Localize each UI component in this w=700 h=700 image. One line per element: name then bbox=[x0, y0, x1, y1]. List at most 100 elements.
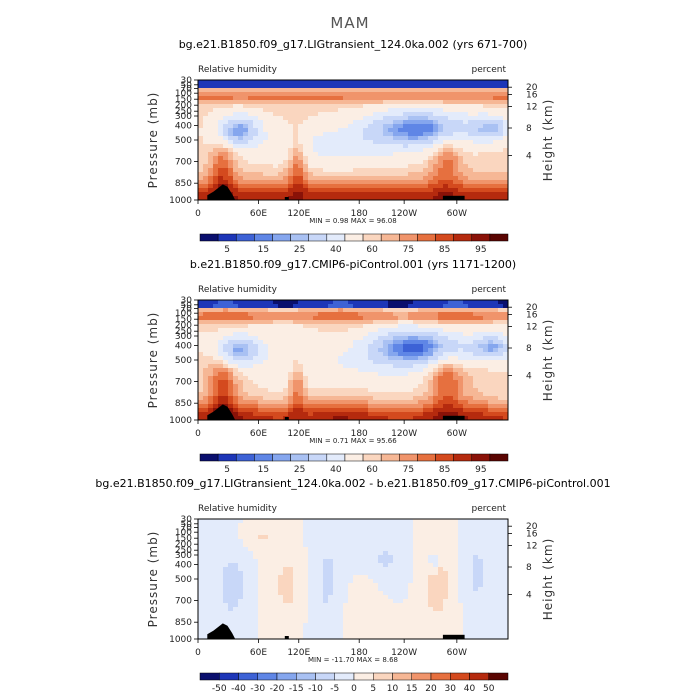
field-cell bbox=[463, 184, 469, 189]
field-cell bbox=[438, 575, 444, 580]
field-cell bbox=[283, 116, 289, 121]
field-cell bbox=[308, 164, 314, 169]
colorbar-swatch bbox=[399, 233, 418, 242]
field-cell bbox=[248, 356, 254, 361]
field-cell bbox=[468, 559, 474, 564]
field-cell bbox=[413, 172, 419, 177]
field-cell bbox=[433, 352, 439, 357]
field-cell bbox=[288, 523, 294, 528]
field-cell bbox=[478, 412, 484, 417]
field-cell bbox=[358, 356, 364, 361]
field-cell bbox=[428, 579, 434, 584]
field-cell bbox=[388, 188, 394, 193]
field-cell bbox=[248, 148, 254, 153]
field-cell bbox=[403, 531, 409, 536]
field-cell bbox=[208, 408, 214, 413]
field-cell bbox=[403, 312, 409, 317]
field-cell bbox=[343, 531, 349, 536]
field-cell bbox=[503, 408, 509, 413]
field-cell bbox=[443, 340, 449, 345]
field-cell bbox=[328, 340, 334, 345]
field-cell bbox=[413, 352, 419, 357]
field-cell bbox=[458, 336, 464, 341]
field-cell bbox=[253, 132, 259, 137]
field-cell bbox=[453, 539, 459, 544]
field-cell bbox=[388, 551, 394, 556]
field-cell bbox=[233, 356, 239, 361]
field-cell bbox=[288, 88, 294, 93]
field-cell bbox=[498, 172, 504, 177]
field-cell bbox=[258, 571, 264, 576]
field-cell bbox=[468, 144, 474, 149]
field-cell bbox=[443, 547, 449, 552]
field-cell bbox=[328, 360, 334, 365]
field-cell bbox=[493, 364, 499, 369]
field-cell bbox=[478, 392, 484, 397]
field-cell bbox=[383, 575, 389, 580]
field-cell bbox=[503, 300, 509, 305]
field-cell bbox=[448, 547, 454, 552]
field-cell bbox=[258, 144, 264, 149]
field-cell bbox=[503, 104, 509, 109]
field-cell bbox=[388, 88, 394, 93]
field-cell bbox=[313, 80, 319, 85]
field-cell bbox=[398, 348, 404, 353]
field-cell bbox=[303, 336, 309, 341]
field-cell bbox=[348, 164, 354, 169]
field-cell bbox=[298, 148, 304, 153]
field-cell bbox=[468, 396, 474, 401]
field-cell bbox=[358, 316, 364, 321]
field-cell bbox=[248, 368, 254, 373]
field-cell bbox=[283, 400, 289, 405]
field-cell bbox=[338, 184, 344, 189]
field-cell bbox=[308, 80, 314, 85]
field-cell bbox=[418, 184, 424, 189]
field-cell bbox=[298, 132, 304, 137]
field-cell bbox=[383, 539, 389, 544]
field-cell bbox=[268, 184, 274, 189]
field-cell bbox=[408, 172, 414, 177]
field-cell bbox=[358, 92, 364, 97]
field-cell bbox=[333, 571, 339, 576]
field-cell bbox=[328, 144, 334, 149]
field-cell bbox=[283, 92, 289, 97]
field-cell bbox=[228, 356, 234, 361]
field-cell bbox=[303, 571, 309, 576]
field-cell bbox=[503, 144, 509, 149]
field-cell bbox=[448, 152, 454, 157]
field-cell bbox=[323, 571, 329, 576]
field-cell bbox=[273, 136, 279, 141]
field-cell bbox=[313, 168, 319, 173]
field-cell bbox=[483, 328, 489, 333]
field-cell bbox=[468, 124, 474, 129]
field-cell bbox=[483, 192, 489, 197]
field-cell bbox=[328, 160, 334, 165]
field-cell bbox=[463, 148, 469, 153]
field-cell bbox=[338, 567, 344, 572]
field-cell bbox=[353, 104, 359, 109]
field-cell bbox=[363, 348, 369, 353]
field-cell bbox=[298, 80, 304, 85]
field-cell bbox=[333, 579, 339, 584]
field-cell bbox=[503, 80, 509, 85]
field-cell bbox=[358, 571, 364, 576]
field-cell bbox=[398, 336, 404, 341]
field-cell bbox=[328, 92, 334, 97]
field-cell bbox=[413, 312, 419, 317]
field-cell bbox=[313, 404, 319, 409]
field-cell bbox=[468, 108, 474, 113]
field-cell bbox=[383, 531, 389, 536]
field-cell bbox=[288, 336, 294, 341]
field-cell bbox=[263, 176, 269, 181]
field-cell bbox=[433, 152, 439, 157]
field-cell bbox=[503, 112, 509, 117]
field-cell bbox=[458, 144, 464, 149]
field-cell bbox=[253, 364, 259, 369]
field-cell bbox=[478, 523, 484, 528]
field-cell bbox=[393, 328, 399, 333]
field-cell bbox=[348, 304, 354, 309]
field-cell bbox=[243, 567, 249, 572]
field-cell bbox=[448, 539, 454, 544]
field-cell bbox=[238, 551, 244, 556]
field-cell bbox=[218, 527, 224, 532]
